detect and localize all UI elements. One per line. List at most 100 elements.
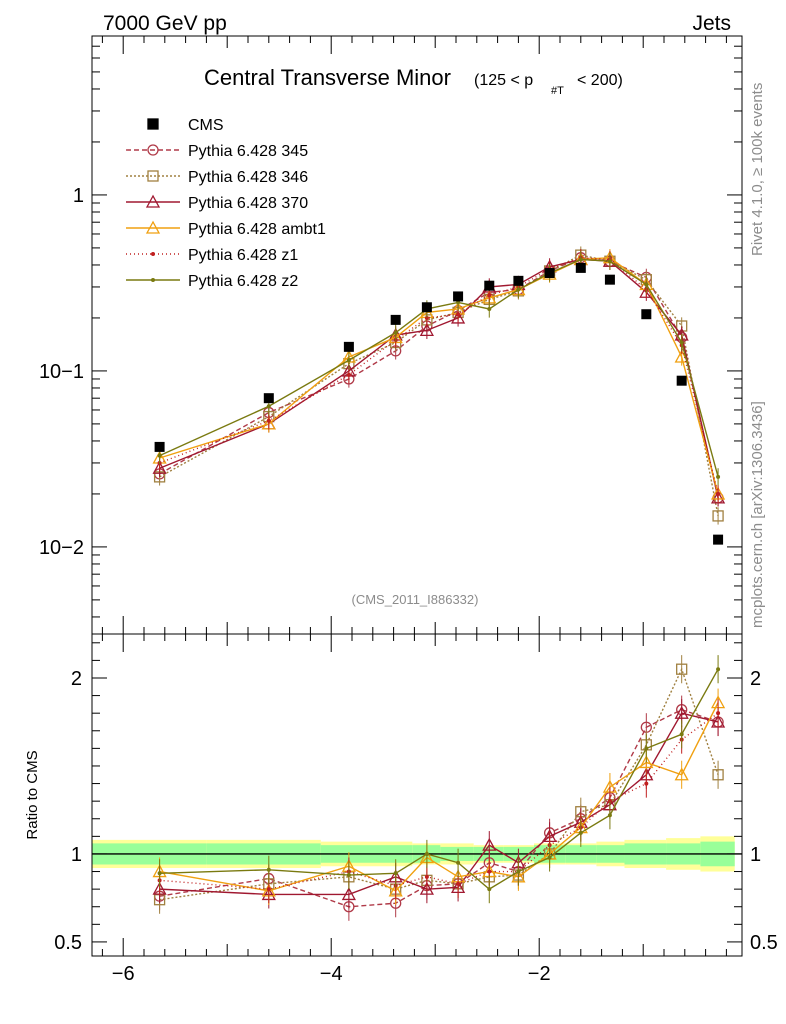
cms-data-point xyxy=(484,280,495,291)
x-tick-label: −6 xyxy=(112,963,135,985)
series-point xyxy=(716,474,721,479)
series-line xyxy=(159,256,719,499)
title-range-sub: #T xyxy=(551,85,564,97)
legend-label: Pythia 6.428 z2 xyxy=(188,273,298,290)
ratio-plot-marks xyxy=(92,655,742,921)
ratio-point xyxy=(346,873,351,878)
ratio-point xyxy=(674,705,689,719)
ratio-point xyxy=(639,755,654,769)
cms-data-point xyxy=(575,262,586,273)
ratio-point xyxy=(644,781,649,786)
cms-data-point xyxy=(390,314,401,325)
cms-data-point xyxy=(641,309,652,320)
legend-label: Pythia 6.428 346 xyxy=(188,169,308,186)
series-point xyxy=(487,306,492,311)
series-point xyxy=(266,418,271,423)
cms-data-point xyxy=(676,375,687,386)
series-line xyxy=(159,256,719,495)
series-point xyxy=(393,330,398,335)
ratio-point xyxy=(644,746,649,751)
legend: CMS Pythia 6.428 345 Pythia 6.428 346 Pythi… xyxy=(126,117,326,290)
ratio-point xyxy=(266,887,271,892)
series-point xyxy=(157,453,162,458)
legend-marker xyxy=(151,252,155,256)
ratio-plot: 0.5 0.5 1 1 2 2 −6 −4 −2 Ratio to CMS xyxy=(24,36,778,985)
main-y-tick-label: 10−2 xyxy=(39,537,84,559)
ratio-point xyxy=(419,881,434,895)
legend-marker-cms xyxy=(147,118,159,130)
analysis-watermark: (CMS_2011_I886332) xyxy=(352,592,479,607)
ratio-point xyxy=(157,871,162,876)
series-point xyxy=(266,404,271,409)
series-point xyxy=(679,340,684,345)
ratio-point xyxy=(676,663,688,675)
series-point xyxy=(710,490,726,504)
legend-label: Pythia 6.428 z1 xyxy=(188,247,298,264)
x-tick-label: −2 xyxy=(528,963,551,985)
ratio-y-ticks: 0.5 0.5 1 1 2 2 xyxy=(54,642,778,954)
ratio-point xyxy=(547,855,552,860)
ratio-series-line xyxy=(159,708,719,908)
ratio-point xyxy=(341,887,356,901)
ratio-y-tick-label-left: 2 xyxy=(71,668,82,690)
main-y-tick-label: 10−1 xyxy=(39,361,84,383)
title-range-prefix: (125 < p xyxy=(474,72,533,89)
chart-title: Central Transverse Minor xyxy=(204,65,451,90)
cms-data-point xyxy=(343,341,354,352)
ratio-plot-frame xyxy=(91,633,743,957)
legend-marker xyxy=(145,220,161,234)
series-line xyxy=(159,258,719,499)
mcplots-label: mcplots.cern.ch [arXiv:1306.3436] xyxy=(749,401,766,628)
cms-data-point xyxy=(604,274,615,285)
series-point xyxy=(424,315,429,320)
ratio-point xyxy=(487,869,492,874)
collision-label: 7000 GeV pp xyxy=(103,12,227,35)
legend-label: Pythia 6.428 ambt1 xyxy=(188,221,326,238)
ratio-y-label: Ratio to CMS xyxy=(24,750,41,839)
ratio-point xyxy=(487,887,492,892)
series-point xyxy=(450,310,466,324)
cms-data-point xyxy=(263,393,274,404)
cms-data-point xyxy=(453,291,464,302)
series-point xyxy=(487,293,492,298)
ratio-point xyxy=(456,881,461,886)
series-point xyxy=(716,491,721,496)
ratio-point xyxy=(393,871,398,876)
legend-marker xyxy=(147,170,159,182)
legend-marker xyxy=(151,278,155,282)
ratio-series-line xyxy=(159,668,719,890)
cms-data-point xyxy=(713,534,724,545)
legend-marker xyxy=(145,194,161,208)
x-tick-label: −4 xyxy=(320,963,343,985)
series-point xyxy=(607,259,612,264)
main-plot: 10−2 10−1 1 Central Transverse Minor (125 … xyxy=(39,35,743,635)
series-point xyxy=(346,372,351,377)
ratio-point xyxy=(679,732,684,737)
ratio-y-tick-label-left: 1 xyxy=(71,844,82,866)
title-range-suffix: < 200) xyxy=(577,72,623,89)
series-point xyxy=(644,282,649,287)
series-line xyxy=(159,258,719,478)
series-point xyxy=(712,510,724,522)
process-label: Jets xyxy=(692,12,731,35)
ratio-series-line xyxy=(159,667,719,901)
series-line xyxy=(159,256,719,495)
ratio-point xyxy=(716,711,721,716)
ratio-point xyxy=(674,767,689,781)
ratio-y-tick-label-right: 0.5 xyxy=(750,932,778,954)
main-plot-marks xyxy=(152,246,726,545)
ratio-point xyxy=(607,813,612,818)
ratio-point xyxy=(482,837,497,851)
legend-label: Pythia 6.428 345 xyxy=(188,143,308,160)
ratio-point xyxy=(716,667,721,672)
legend-label: Pythia 6.428 370 xyxy=(188,195,308,212)
series-point xyxy=(456,312,461,317)
ratio-point xyxy=(266,867,271,872)
series-point xyxy=(152,460,167,474)
x-axis-ticks: −6 −4 −2 xyxy=(101,36,727,985)
ratio-y-tick-label-right: 2 xyxy=(750,668,761,690)
series-point xyxy=(419,323,434,337)
rivet-label: Rivet 4.1.0, ≥ 100k events xyxy=(749,83,766,256)
series-point xyxy=(346,358,351,363)
